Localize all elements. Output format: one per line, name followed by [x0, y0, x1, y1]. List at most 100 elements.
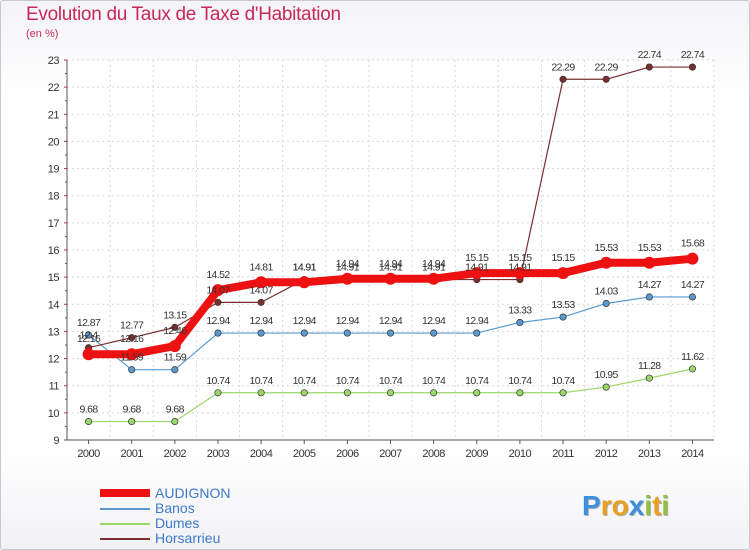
point-dumes	[257, 389, 265, 397]
x-tick-label: 2012	[595, 448, 618, 460]
y-tick-label: 19	[48, 164, 60, 176]
y-tick-label: 13	[48, 326, 60, 338]
data-label-dumes: 9.68	[80, 404, 99, 416]
data-label-banos: 12.94	[465, 315, 489, 327]
data-label-horsarrieu: 14.91	[422, 262, 446, 274]
data-label-audignon: 12.16	[77, 333, 101, 345]
data-label-dumes: 10.74	[249, 375, 273, 387]
point-dumes	[559, 389, 567, 397]
data-label-horsarrieu: 12.4	[80, 330, 99, 342]
data-label-horsarrieu: 22.74	[638, 49, 662, 61]
data-label-audignon: 12.16	[120, 333, 144, 345]
data-label-audignon: 15.68	[681, 238, 705, 250]
x-tick-label: 2010	[509, 448, 532, 460]
point-dumes	[430, 389, 438, 397]
point-dumes	[343, 389, 351, 397]
data-label-banos: 13.53	[551, 299, 575, 311]
y-tick-label: 14	[48, 299, 60, 311]
point-horsarrieu	[257, 298, 265, 306]
x-tick-label: 2014	[681, 448, 704, 460]
legend-swatch	[100, 538, 150, 540]
y-tick-label: 11	[49, 381, 60, 393]
x-tick-label: 2006	[336, 448, 359, 460]
data-label-banos: 12.94	[379, 315, 403, 327]
y-tick-label: 20	[48, 136, 60, 148]
data-label-horsarrieu: 22.29	[595, 61, 619, 73]
y-tick-label: 23	[48, 55, 60, 67]
y-tick-label: 12	[48, 354, 60, 366]
point-banos	[343, 329, 351, 337]
data-label-dumes: 9.68	[166, 404, 185, 416]
y-tick-label: 15	[48, 272, 60, 284]
point-dumes	[300, 389, 308, 397]
point-banos	[688, 293, 696, 301]
legend-label: AUDIGNON	[155, 485, 231, 501]
data-label-dumes: 10.74	[293, 375, 317, 387]
data-label-dumes: 10.74	[508, 375, 532, 387]
y-tick-label: 21	[48, 109, 60, 121]
proxiti-logo: Proxiti	[582, 490, 669, 522]
legend-swatch	[100, 523, 150, 525]
point-audignon	[211, 284, 224, 297]
data-label-horsarrieu: 22.74	[681, 49, 705, 61]
data-label-dumes: 10.74	[465, 375, 489, 387]
data-label-banos: 14.27	[638, 279, 662, 291]
data-label-dumes: 10.74	[379, 375, 403, 387]
point-banos	[300, 329, 308, 337]
point-dumes	[516, 389, 524, 397]
point-horsarrieu	[645, 63, 653, 71]
plot-area	[67, 60, 714, 440]
x-tick-label: 2002	[164, 448, 187, 460]
data-label-banos: 14.27	[681, 279, 705, 291]
data-label-dumes: 11.28	[638, 360, 661, 372]
point-dumes	[602, 383, 610, 391]
data-label-audignon: 14.81	[249, 261, 273, 273]
data-label-banos: 12.94	[336, 315, 360, 327]
x-tick-label: 2003	[207, 448, 230, 460]
legend-swatch	[100, 489, 150, 497]
point-horsarrieu	[602, 75, 610, 83]
point-audignon	[255, 276, 268, 289]
point-audignon	[384, 272, 397, 285]
legend-swatch	[100, 508, 150, 510]
data-label-audignon: 12.46	[163, 325, 187, 337]
data-label-horsarrieu: 13.15	[163, 309, 187, 321]
point-banos	[559, 313, 567, 321]
data-label-banos: 12.94	[422, 315, 446, 327]
x-tick-label: 2013	[638, 448, 661, 460]
data-label-audignon: 15.15	[465, 252, 489, 264]
x-tick-label: 2005	[293, 448, 316, 460]
point-banos	[516, 318, 524, 327]
data-label-dumes: 9.68	[123, 404, 142, 416]
point-audignon	[557, 267, 570, 280]
data-label-horsarrieu: 14.91	[293, 262, 317, 274]
x-tick-label: 2011	[552, 448, 574, 460]
data-label-audignon: 15.15	[508, 252, 532, 264]
logo-letter: i	[661, 490, 670, 521]
point-banos	[85, 331, 93, 339]
data-label-dumes: 11.62	[681, 351, 704, 363]
point-dumes	[688, 365, 696, 373]
point-horsarrieu	[559, 75, 567, 83]
data-label-banos: 12.87	[77, 317, 101, 329]
data-label-horsarrieu: 14.07	[249, 284, 273, 296]
point-horsarrieu	[688, 63, 696, 71]
point-audignon	[600, 256, 613, 269]
point-horsarrieu	[171, 323, 179, 331]
point-audignon	[643, 256, 656, 269]
data-label-audignon: 15.15	[551, 252, 575, 264]
y-tick-label: 16	[48, 245, 60, 257]
y-tick-label: 18	[48, 191, 60, 203]
point-banos	[473, 329, 481, 337]
legend-label: Banos	[155, 500, 195, 516]
x-tick-label: 2001	[120, 448, 143, 460]
data-label-horsarrieu: 12.77	[120, 320, 144, 332]
point-audignon	[686, 252, 699, 265]
point-audignon	[513, 267, 526, 280]
data-label-horsarrieu: 14.07	[206, 284, 230, 296]
data-label-audignon: 15.53	[595, 242, 619, 254]
point-banos	[214, 329, 222, 337]
logo-letter: t	[652, 490, 662, 521]
legend-label: Dumes	[155, 515, 200, 531]
point-dumes	[645, 374, 653, 382]
